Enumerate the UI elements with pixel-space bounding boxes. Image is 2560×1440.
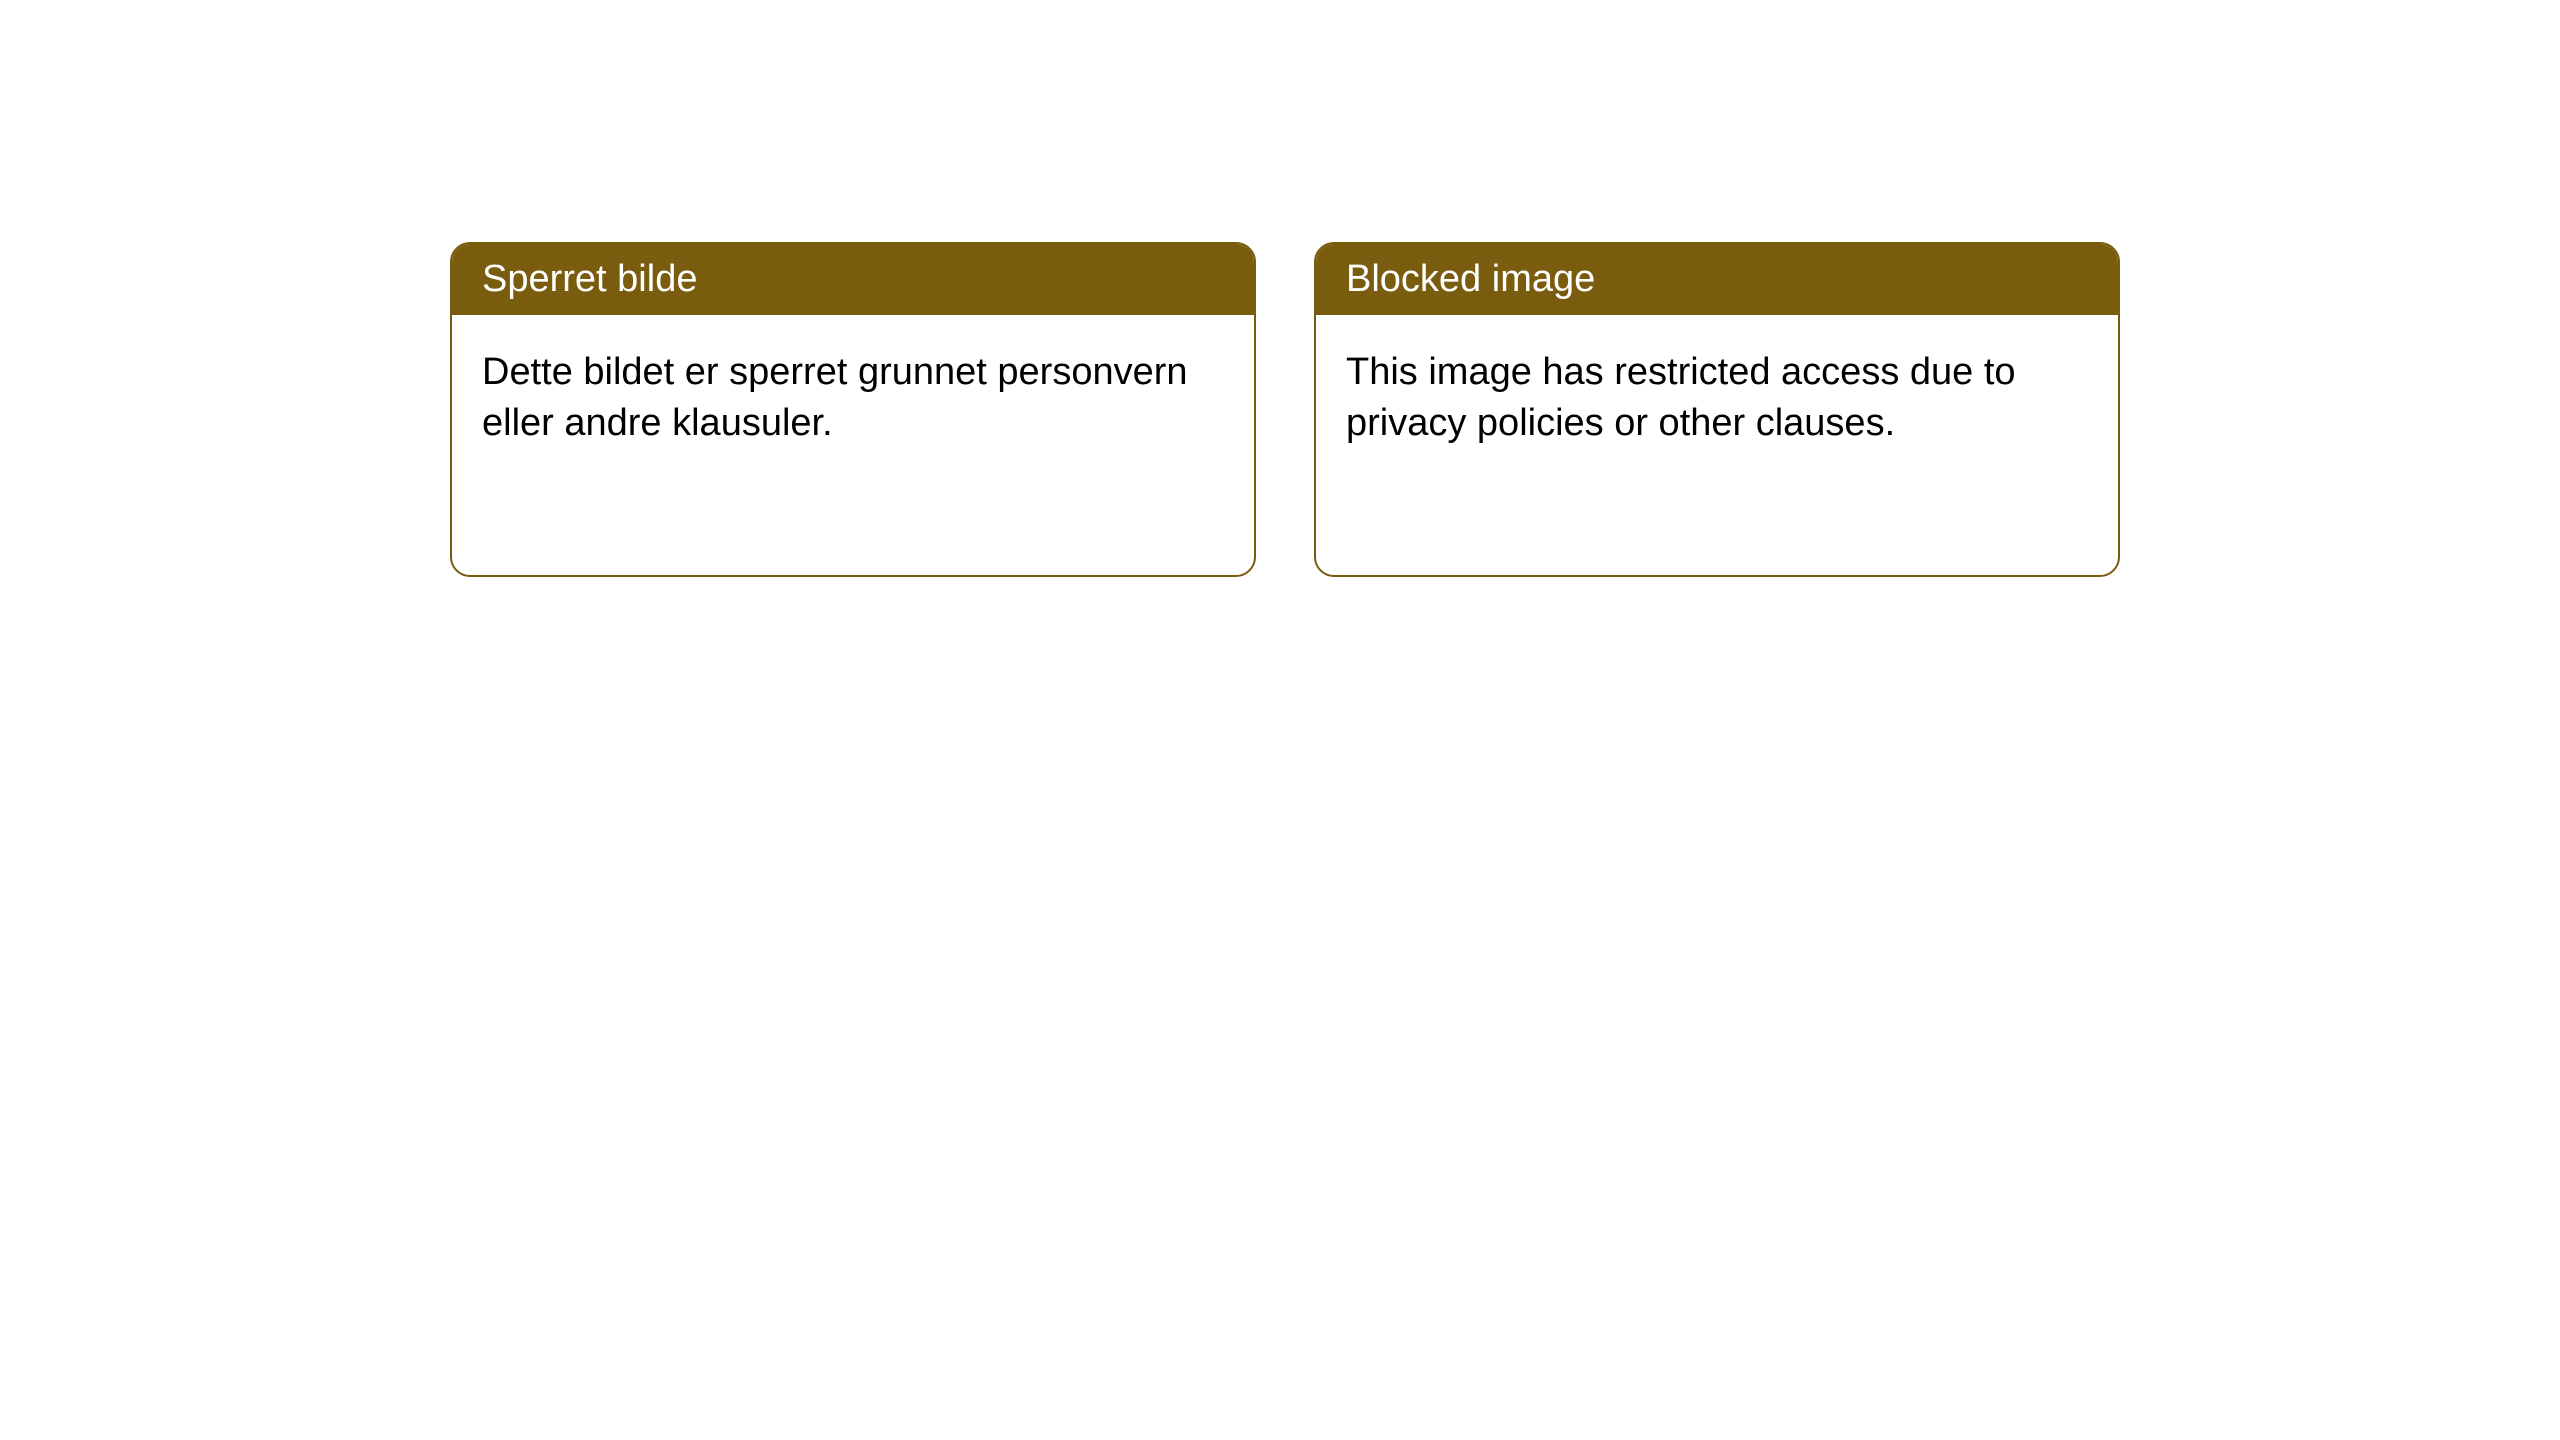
notice-body-english: This image has restricted access due to …	[1316, 315, 2118, 482]
notice-container: Sperret bilde Dette bildet er sperret gr…	[0, 0, 2560, 577]
notice-header-english: Blocked image	[1316, 244, 2118, 315]
notice-card-english: Blocked image This image has restricted …	[1314, 242, 2120, 577]
notice-body-norwegian: Dette bildet er sperret grunnet personve…	[452, 315, 1254, 482]
notice-header-norwegian: Sperret bilde	[452, 244, 1254, 315]
notice-card-norwegian: Sperret bilde Dette bildet er sperret gr…	[450, 242, 1256, 577]
